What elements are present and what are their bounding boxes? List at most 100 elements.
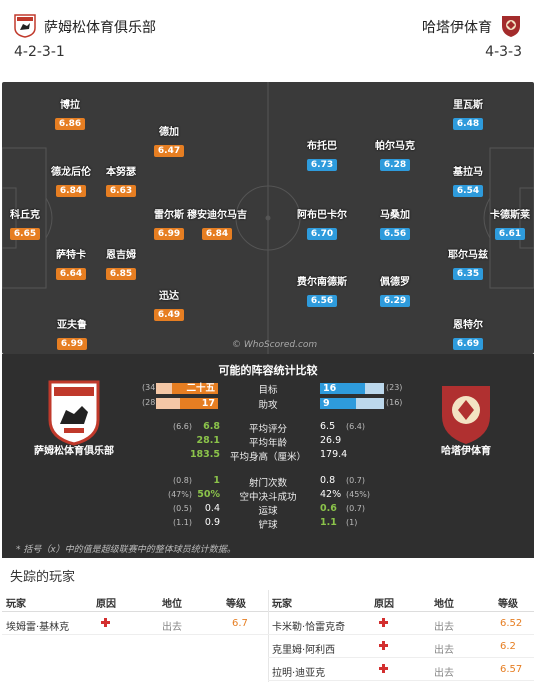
away-league-value: (0.7)	[346, 504, 365, 513]
player-name: 费尔南德斯	[297, 277, 347, 288]
player-rating: 6.73	[306, 159, 338, 171]
home-assists-league: (28)	[142, 398, 159, 407]
away-player[interactable]: 费尔南德斯 6.56	[282, 273, 362, 307]
player-rating: 6.64	[55, 268, 87, 280]
home-value: 6.8	[203, 421, 220, 432]
home-assists-value: 17	[201, 398, 215, 409]
away-player[interactable]: 里瓦斯 6.48	[428, 96, 508, 130]
home-value: 50%	[197, 489, 220, 500]
away-player[interactable]: 卡德斯莱 6.61	[470, 206, 534, 240]
home-player[interactable]: 迅达 6.49	[129, 287, 209, 321]
player-rating: 6.56	[379, 228, 411, 240]
player-grade: 6.7	[232, 618, 248, 629]
home-goals-bar: 二十五	[156, 383, 218, 394]
player-name[interactable]: 埃姆雷·基林克	[6, 622, 70, 633]
away-assists-league: (16)	[386, 398, 403, 407]
away-player[interactable]: 耶尔马兹 6.35	[428, 246, 508, 280]
stat-row-assists: (28) 17 助攻 9 (16)	[2, 397, 534, 411]
home-goals-value: 二十五	[186, 383, 215, 394]
home-team-name[interactable]: 萨姆松体育俱乐部	[44, 20, 156, 36]
away-player[interactable]: 基拉马 6.54	[428, 163, 508, 197]
player-name: 卡德斯莱	[490, 210, 530, 221]
home-player[interactable]: 德加 6.47	[129, 123, 209, 157]
injury-icon	[378, 640, 389, 651]
home-player[interactable]: 博拉 6.86	[30, 96, 110, 130]
table-row[interactable]: 卡米勒·恰雷克奇 出去 6.52	[268, 612, 534, 635]
stats-footnote: * 括号（x）中的值是超级联赛中的整体球员统计数据。	[16, 545, 236, 555]
away-player[interactable]: 佩德罗 6.29	[355, 273, 435, 307]
pitch: 博拉 6.86 德加 6.47 德龙后伦 6.84 本努瑟 6.63 科丘克 6.65 雷…	[2, 82, 534, 354]
home-crest-icon[interactable]	[46, 380, 102, 446]
header-reason: 原因	[96, 599, 116, 610]
player-name: 佩德罗	[380, 277, 410, 288]
home-goals-fill	[172, 383, 218, 394]
away-team-crest-icon[interactable]	[500, 14, 522, 38]
home-formation: 4-2-3-1	[14, 44, 65, 60]
home-league-value: (6.6)	[173, 422, 192, 431]
away-formation: 4-3-3	[485, 44, 522, 60]
player-name[interactable]: 克里姆·阿利西	[272, 645, 336, 656]
player-rating: 6.47	[153, 145, 185, 157]
away-player[interactable]: 恩特尔 6.69	[428, 316, 508, 350]
header-player: 玩家	[272, 599, 292, 610]
player-rating: 6.70	[306, 228, 338, 240]
home-player[interactable]: 雷尔斯 6.99	[129, 206, 209, 240]
home-value: 1	[213, 475, 220, 486]
home-league-value: (0.8)	[173, 476, 192, 485]
home-league-value: (1.1)	[173, 518, 192, 527]
stat-row-shots: (0.8) 1 射门次数 0.8 (0.7)	[2, 475, 534, 489]
stat-label: 平均评分	[248, 424, 287, 435]
player-rating: 6.84	[201, 228, 233, 240]
player-status: 出去	[434, 645, 454, 656]
away-value: 6.5	[320, 421, 336, 432]
table-row[interactable]: 拉明·迪亚克 出去 6.57	[268, 658, 534, 681]
home-player[interactable]: 本努瑟 6.63	[81, 163, 161, 197]
home-player[interactable]: 德龙后伦 6.84	[31, 163, 111, 197]
home-assists-bar: 17	[156, 398, 218, 409]
player-name: 德加	[159, 127, 179, 138]
stat-row-avg-age: 28.1 平均年龄 26.9	[2, 435, 534, 449]
home-player[interactable]: 萨特卡 6.64	[31, 246, 111, 280]
away-player[interactable]: 布托巴 6.73	[282, 137, 362, 171]
player-name: 布托巴	[307, 141, 337, 152]
stat-row-avg-rating: (6.6) 6.8 平均评分 6.5 (6.4)	[2, 421, 534, 435]
player-rating: 6.61	[494, 228, 526, 240]
away-value: 1.1	[320, 517, 337, 528]
stat-label: 平均年龄	[248, 438, 287, 449]
away-player[interactable]: 阿布巴卡尔 6.70	[282, 206, 362, 240]
home-player[interactable]: 亚夫鲁 6.99	[32, 316, 112, 350]
stat-label: 助攻	[258, 400, 278, 411]
player-rating: 6.65	[9, 228, 41, 240]
header-player: 玩家	[6, 599, 26, 610]
away-assists-fill	[320, 398, 356, 409]
player-rating: 6.35	[452, 268, 484, 280]
away-goals-league: (23)	[386, 383, 403, 392]
player-status: 出去	[162, 622, 182, 633]
away-team-name[interactable]: 哈塔伊体育	[422, 20, 492, 36]
table-divider	[268, 590, 269, 682]
player-rating: 6.69	[452, 338, 484, 350]
player-name[interactable]: 卡米勒·恰雷克奇	[272, 622, 346, 633]
away-player[interactable]: 马桑加 6.56	[355, 206, 435, 240]
away-crest-icon[interactable]	[438, 380, 494, 446]
home-player[interactable]: 科丘克 6.65	[2, 206, 65, 240]
pitch-lines	[2, 82, 534, 354]
home-league-value: (47%)	[167, 490, 192, 499]
player-status: 出去	[434, 622, 454, 633]
player-name: 萨特卡	[56, 250, 86, 261]
home-team-crest-icon[interactable]	[14, 14, 36, 38]
away-league-value: (0.7)	[346, 476, 365, 485]
stat-label: 空中决斗成功	[239, 492, 297, 503]
away-player[interactable]: 帕尔马克 6.28	[355, 137, 435, 171]
player-name: 雷尔斯	[154, 210, 184, 221]
home-player[interactable]: 穆安迪尔马吉 6.84	[177, 206, 257, 240]
player-rating: 6.56	[306, 295, 338, 307]
injury-icon	[378, 663, 389, 674]
home-player[interactable]: 恩吉姆 6.85	[81, 246, 161, 280]
table-row[interactable]: 埃姆雷·基林克 出去 6.7	[2, 612, 268, 635]
stats-title: 可能的阵容统计比较	[218, 364, 318, 377]
home-value: 0.4	[204, 503, 220, 514]
player-rating: 6.48	[452, 118, 484, 130]
player-name[interactable]: 拉明·迪亚克	[272, 668, 326, 679]
table-row[interactable]: 克里姆·阿利西 出去 6.2	[268, 635, 534, 658]
